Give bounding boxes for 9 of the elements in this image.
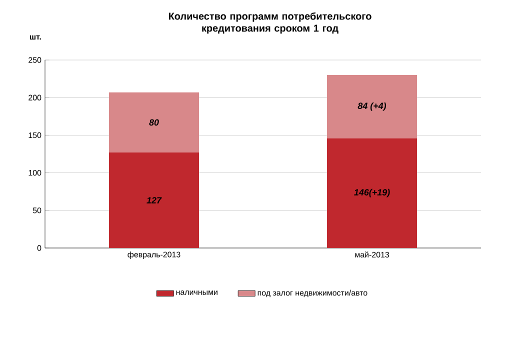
data-label: 146(+19) <box>354 188 390 198</box>
chart-title: Количество программ потребительского кредитования сроком 1 год <box>168 12 372 34</box>
bar <box>327 75 418 138</box>
data-label: 84 (+4) <box>358 102 386 111</box>
data-label: 80 <box>149 119 159 126</box>
bar <box>109 152 199 248</box>
bar <box>327 138 418 248</box>
data-label: 127 <box>146 197 162 204</box>
bar <box>109 92 199 152</box>
